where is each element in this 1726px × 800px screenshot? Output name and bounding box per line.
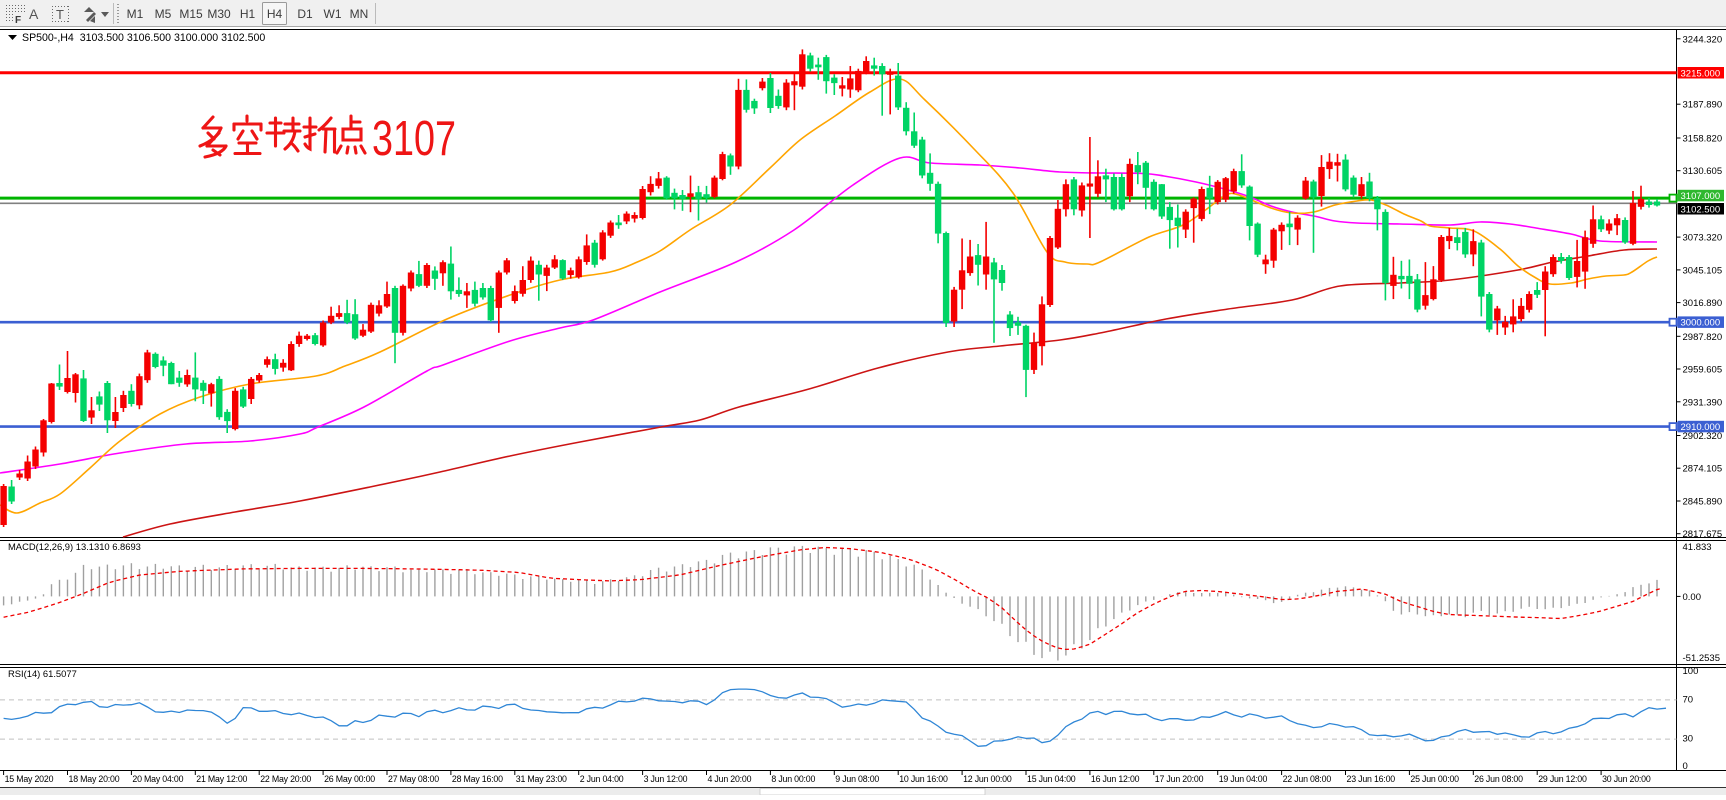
svg-text:15 Jun 04:00: 15 Jun 04:00 (1027, 774, 1076, 784)
svg-text:30: 30 (1683, 734, 1694, 745)
svg-text:3073.320: 3073.320 (1683, 233, 1723, 244)
svg-text:41.833: 41.833 (1683, 542, 1712, 553)
svg-text:RSI(14) 61.5077: RSI(14) 61.5077 (8, 668, 77, 679)
svg-text:2902.320: 2902.320 (1683, 431, 1723, 442)
svg-text:12 Jun 00:00: 12 Jun 00:00 (963, 774, 1012, 784)
svg-text:27 May 08:00: 27 May 08:00 (388, 774, 439, 784)
svg-text:M30: M30 (207, 7, 231, 21)
svg-text:21 May 12:00: 21 May 12:00 (196, 774, 247, 784)
svg-text:3000.000: 3000.000 (1681, 318, 1721, 329)
svg-text:23 Jun 16:00: 23 Jun 16:00 (1347, 774, 1396, 784)
svg-text:3187.890: 3187.890 (1683, 100, 1723, 111)
svg-text:-51.2535: -51.2535 (1683, 653, 1721, 664)
svg-text:M15: M15 (179, 7, 203, 21)
svg-text:26 May 00:00: 26 May 00:00 (324, 774, 375, 784)
svg-text:3244.320: 3244.320 (1683, 34, 1723, 45)
svg-text:25 Jun 00:00: 25 Jun 00:00 (1410, 774, 1459, 784)
svg-text:2874.105: 2874.105 (1683, 464, 1723, 475)
svg-text:3158.820: 3158.820 (1683, 134, 1723, 145)
svg-text:2987.820: 2987.820 (1683, 332, 1723, 343)
svg-text:26 Jun 08:00: 26 Jun 08:00 (1474, 774, 1523, 784)
svg-text:2959.605: 2959.605 (1683, 365, 1723, 376)
svg-text:H4: H4 (267, 7, 283, 21)
svg-text:15 May 2020: 15 May 2020 (5, 774, 54, 784)
svg-text:3102.500: 3102.500 (1681, 204, 1721, 215)
svg-text:22 May 20:00: 22 May 20:00 (260, 774, 311, 784)
svg-text:22 Jun 08:00: 22 Jun 08:00 (1283, 774, 1332, 784)
svg-text:3045.105: 3045.105 (1683, 265, 1723, 276)
svg-text:2817.675: 2817.675 (1683, 529, 1723, 540)
svg-text:3016.890: 3016.890 (1683, 298, 1723, 309)
svg-text:17 Jun 20:00: 17 Jun 20:00 (1155, 774, 1204, 784)
svg-text:30 Jun 20:00: 30 Jun 20:00 (1602, 774, 1651, 784)
svg-text:29 Jun 12:00: 29 Jun 12:00 (1538, 774, 1587, 784)
svg-text:10 Jun 16:00: 10 Jun 16:00 (899, 774, 948, 784)
svg-text:28 May 16:00: 28 May 16:00 (452, 774, 503, 784)
svg-text:0.00: 0.00 (1683, 592, 1702, 603)
svg-text:SP500-,H4 3103.500 3106.500 3: SP500-,H4 3103.500 3106.500 3100.000 310… (22, 32, 265, 44)
svg-text:2931.390: 2931.390 (1683, 397, 1723, 408)
svg-text:W1: W1 (324, 7, 342, 21)
svg-text:D1: D1 (297, 7, 313, 21)
svg-text:4 Jun 20:00: 4 Jun 20:00 (708, 774, 752, 784)
svg-text:H1: H1 (240, 7, 256, 21)
svg-text:F: F (15, 15, 21, 26)
svg-text:2 Jun 04:00: 2 Jun 04:00 (580, 774, 624, 784)
svg-text:MACD(12,26,9) 13.1310 6.8693: MACD(12,26,9) 13.1310 6.8693 (8, 541, 141, 552)
svg-text:3 Jun 12:00: 3 Jun 12:00 (644, 774, 688, 784)
svg-text:3107.000: 3107.000 (1681, 191, 1721, 202)
svg-text:2845.890: 2845.890 (1683, 497, 1723, 508)
svg-text:MN: MN (350, 7, 369, 21)
svg-text:16 Jun 12:00: 16 Jun 12:00 (1091, 774, 1140, 784)
svg-text:31 May 23:00: 31 May 23:00 (516, 774, 567, 784)
svg-text:T: T (56, 7, 64, 22)
svg-text:3215.000: 3215.000 (1681, 68, 1721, 79)
svg-text:3107: 3107 (372, 112, 456, 166)
svg-text:18 May 20:00: 18 May 20:00 (69, 774, 120, 784)
svg-text:8 Jun 00:00: 8 Jun 00:00 (771, 774, 815, 784)
svg-text:20 May 04:00: 20 May 04:00 (132, 774, 183, 784)
svg-text:70: 70 (1683, 694, 1694, 705)
svg-text:9 Jun 08:00: 9 Jun 08:00 (835, 774, 879, 784)
svg-text:M5: M5 (155, 7, 172, 21)
svg-text:19 Jun 04:00: 19 Jun 04:00 (1219, 774, 1268, 784)
svg-text:A: A (29, 6, 39, 22)
svg-text:3130.605: 3130.605 (1683, 166, 1723, 177)
svg-text:100: 100 (1683, 666, 1699, 677)
svg-text:2910.000: 2910.000 (1681, 422, 1721, 433)
svg-text:M1: M1 (127, 7, 144, 21)
svg-text:0: 0 (1683, 761, 1688, 772)
